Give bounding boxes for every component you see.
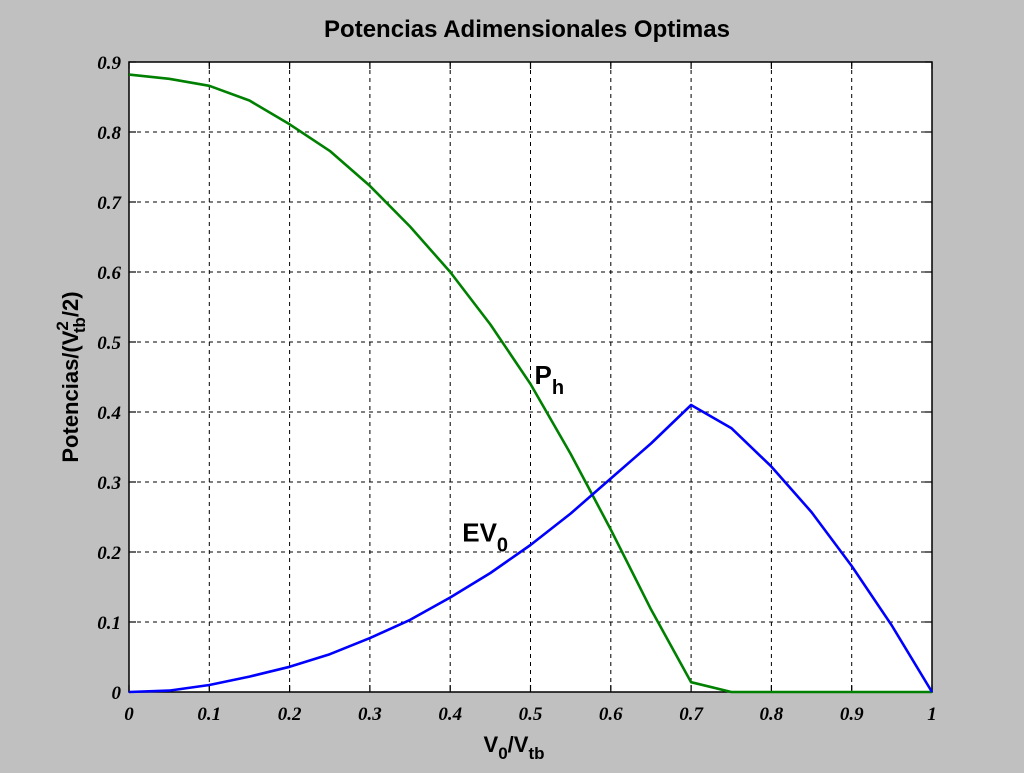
y-tick-label: 0.5 <box>97 333 121 354</box>
grid <box>129 62 932 692</box>
annotations: Ph EV0 <box>462 360 564 557</box>
series-annotation: EV0 <box>462 518 508 557</box>
ticks: 0 0.1 0.2 0.3 0.4 0.5 0.6 0.7 0.8 0.9 1 0 0.1 0.2 0.3 0… <box>97 53 937 725</box>
x-tick-label: 0.7 <box>679 704 704 725</box>
y-tick-label: 0.3 <box>97 473 121 494</box>
x-tick-label: 0.8 <box>760 704 784 725</box>
y-tick-label: 0.4 <box>97 403 121 424</box>
series-line-ev-0 <box>128 403 934 694</box>
y-tick-label: 0.8 <box>97 123 121 144</box>
y-tick-label: 0.6 <box>97 263 121 284</box>
x-tick-label: 0.9 <box>840 704 864 725</box>
y-tick-label: 0.7 <box>97 193 122 214</box>
x-tick-label: 0.6 <box>599 704 623 725</box>
y-tick-label: 0.1 <box>97 613 121 634</box>
x-tick-label: 0.1 <box>197 704 221 725</box>
y-tick-label: 0.9 <box>97 53 121 74</box>
y-axis-label: Potencias/(V2tb/2) <box>53 291 89 462</box>
y-tick-label: 0 <box>112 683 122 704</box>
series-group <box>128 73 934 694</box>
chart-title: Potencias Adimensionales Optimas <box>324 16 730 43</box>
series-annotation: Ph <box>535 360 565 399</box>
x-axis-label: V0/Vtb <box>484 732 545 763</box>
x-tick-label: 0 <box>124 704 134 725</box>
x-tick-label: 0.5 <box>519 704 543 725</box>
series-line-p-h <box>128 73 932 694</box>
x-tick-label: 1 <box>927 704 937 725</box>
y-tick-label: 0.2 <box>97 543 121 564</box>
x-tick-label: 0.4 <box>438 704 462 725</box>
x-tick-label: 0.2 <box>278 704 302 725</box>
x-tick-label: 0.3 <box>358 704 382 725</box>
